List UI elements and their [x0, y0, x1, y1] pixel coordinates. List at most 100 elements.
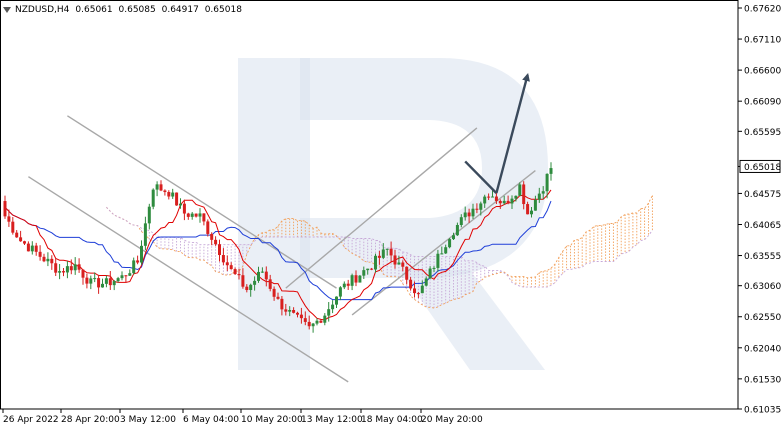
- candle: [471, 203, 475, 219]
- x-tick-label: 3 May 12:00: [120, 415, 176, 425]
- candle-body: [175, 192, 179, 206]
- candle: [385, 248, 389, 256]
- candle: [54, 258, 58, 277]
- candle: [30, 241, 34, 255]
- x-tick-label: 20 May 20:00: [421, 415, 483, 425]
- candle-body: [510, 198, 514, 204]
- y-tick-label: 0.63555: [744, 252, 781, 262]
- candle-body: [374, 255, 377, 270]
- candle: [455, 222, 459, 236]
- candle: [319, 318, 323, 324]
- tenkan-sen-line: [4, 189, 552, 321]
- candle-body: [182, 203, 186, 214]
- channel-lines: [28, 115, 536, 383]
- y-tick-label: 0.61035: [744, 406, 781, 416]
- candle: [506, 195, 510, 205]
- candle: [338, 286, 342, 301]
- candle: [393, 249, 397, 269]
- candle: [46, 252, 50, 267]
- candle: [292, 307, 296, 314]
- candle-body: [120, 275, 124, 279]
- candle-body: [405, 266, 409, 280]
- candle-body: [19, 237, 23, 242]
- x-tick-label: 26 Apr 2022: [3, 415, 59, 425]
- candle: [299, 307, 303, 324]
- candle-body: [338, 287, 342, 297]
- candle: [311, 322, 315, 333]
- candle: [518, 182, 522, 196]
- candle-body: [97, 278, 101, 288]
- candle-body: [218, 244, 221, 256]
- candle-body: [424, 278, 428, 286]
- candle-body: [323, 315, 327, 323]
- candle-body: [85, 277, 89, 284]
- candle-body: [502, 200, 506, 204]
- candle-body: [202, 213, 206, 222]
- close-value: 0.65018: [204, 5, 242, 15]
- candle: [128, 269, 132, 277]
- candle-body: [104, 278, 108, 284]
- candle-body: [229, 265, 233, 270]
- candle-body: [257, 271, 260, 281]
- candle: [331, 300, 335, 314]
- candle-body: [50, 258, 54, 264]
- candle: [104, 275, 108, 288]
- candle-body: [108, 278, 112, 286]
- low-value: 0.64917: [161, 5, 199, 15]
- candle-body: [420, 285, 424, 294]
- candle-body: [81, 269, 85, 278]
- candle: [65, 261, 69, 279]
- candle: [3, 195, 7, 219]
- symbol-label: NZDUSD,H4: [15, 5, 70, 15]
- symbol-dropdown-icon[interactable]: [3, 7, 11, 13]
- kijun-sen-line: [4, 200, 552, 301]
- candle: [233, 267, 237, 276]
- candle-body: [440, 253, 444, 255]
- candle: [108, 271, 112, 290]
- up-channel-lower: [351, 170, 536, 316]
- watermark-bowl: [300, 58, 548, 278]
- candle: [124, 275, 128, 283]
- candle-body: [112, 281, 116, 286]
- candle-body: [385, 248, 389, 250]
- candle-body: [377, 255, 381, 258]
- y-tick-label: 0.62040: [744, 344, 781, 354]
- candle: [452, 232, 455, 240]
- candle-body: [124, 275, 128, 277]
- candle-body: [358, 275, 362, 283]
- candle-body: [518, 184, 522, 196]
- candle: [463, 206, 467, 221]
- candle: [377, 250, 381, 265]
- x-tick-label: 6 May 04:00: [183, 415, 239, 425]
- candle: [206, 219, 210, 237]
- candle: [327, 302, 331, 322]
- candle: [237, 268, 241, 280]
- candle: [498, 199, 502, 209]
- candle: [85, 273, 89, 289]
- candle: [221, 248, 225, 266]
- candle-body: [167, 192, 171, 197]
- candle-body: [62, 271, 65, 273]
- x-tick-label: 18 May 04:00: [361, 415, 423, 425]
- candle: [198, 208, 202, 223]
- candle: [342, 281, 346, 290]
- candle-body: [370, 268, 374, 270]
- y-tick-label: 0.66600: [744, 67, 781, 77]
- candle-body: [58, 271, 62, 273]
- plot-border: [0, 0, 739, 410]
- candle: [245, 284, 249, 293]
- candle-body: [541, 191, 545, 194]
- candle: [249, 283, 253, 297]
- candle-body: [11, 221, 15, 233]
- candle-body: [280, 298, 284, 310]
- current-price-box: [739, 159, 781, 173]
- candle: [533, 195, 537, 211]
- candle-body: [315, 320, 319, 324]
- y-tick-label: 0.67110: [744, 36, 781, 46]
- y-tick-label: 0.66090: [744, 98, 781, 108]
- candle: [475, 203, 479, 214]
- candle: [7, 209, 11, 227]
- candle: [526, 201, 530, 215]
- candle-body: [506, 200, 510, 204]
